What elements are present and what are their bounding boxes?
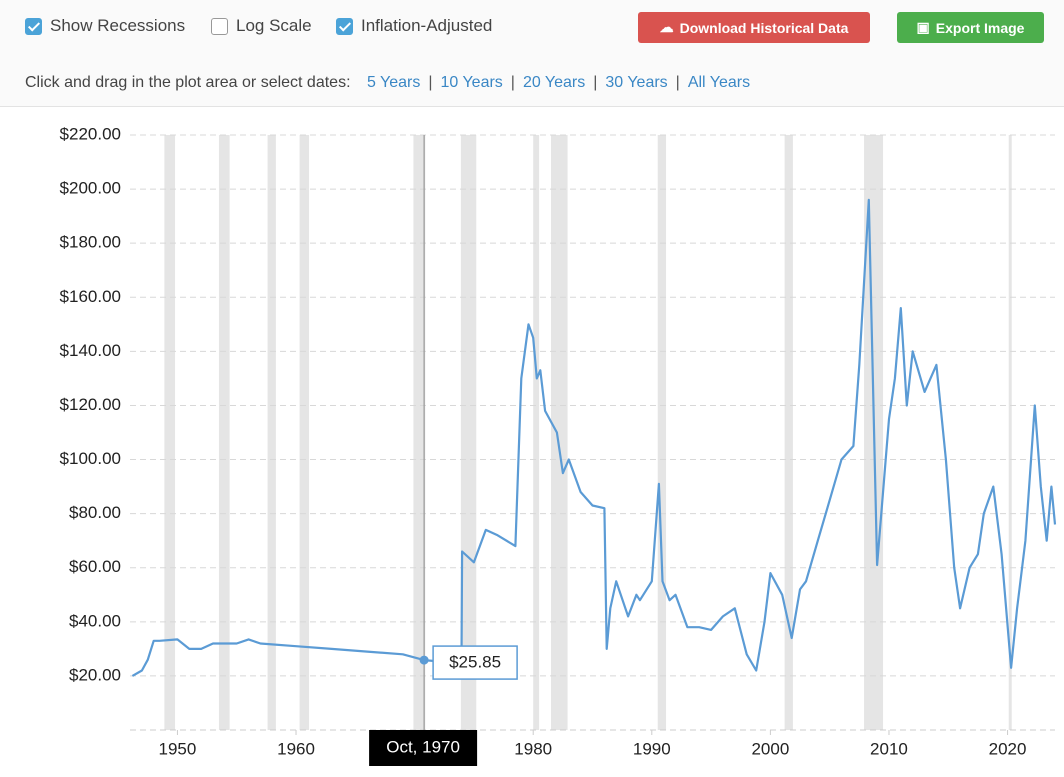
range-link[interactable]: 30 Years xyxy=(605,74,668,91)
x-tick-label: 2010 xyxy=(870,739,908,758)
x-tick-label: 1990 xyxy=(633,739,671,758)
range-link[interactable]: 5 Years xyxy=(366,74,421,91)
separator: | xyxy=(428,74,433,91)
separator: | xyxy=(593,74,598,91)
export-button[interactable]: ▣ Export Image xyxy=(897,12,1044,43)
button-label[interactable]: Download Historical Data xyxy=(679,19,849,36)
separator: | xyxy=(675,74,680,91)
x-tick-label: 2020 xyxy=(989,739,1027,758)
x-tick-label: 1980 xyxy=(514,739,552,758)
recession-band xyxy=(413,135,426,730)
checkbox[interactable]: Inflation-Adjusted xyxy=(336,16,492,36)
range-link[interactable]: 20 Years xyxy=(522,74,586,91)
check[interactable] xyxy=(25,17,42,35)
tooltip-value: $25.85 xyxy=(449,653,501,672)
recession-band xyxy=(1008,135,1012,730)
range-link[interactable]: All Years xyxy=(687,74,751,91)
download-button[interactable]: ☁ Download Historical Data xyxy=(638,12,870,43)
cloud-icon: ☁ xyxy=(659,19,674,35)
recession-band xyxy=(218,135,230,730)
checkbox-label[interactable]: Inflation-Adjusted xyxy=(361,16,493,35)
image-icon: ▣ xyxy=(916,19,930,35)
check[interactable] xyxy=(211,17,228,35)
recession-band xyxy=(299,135,310,730)
y-tick-label: $60.00 xyxy=(69,557,121,576)
range-link[interactable]: 10 Years xyxy=(440,74,503,91)
y-tick-label: $200.00 xyxy=(60,179,121,198)
range-row: Click and drag in the plot area or selec… xyxy=(25,74,750,92)
button-label[interactable]: Export Image xyxy=(935,19,1025,36)
check[interactable] xyxy=(336,17,353,35)
recession-band xyxy=(164,135,176,730)
prompt: Click and drag in the plot area or selec… xyxy=(25,74,351,91)
price-line xyxy=(131,198,1057,677)
tooltip-box xyxy=(432,645,518,680)
checkbox-label[interactable]: Show Recessions xyxy=(50,16,186,35)
y-tick-label: $80.00 xyxy=(69,503,121,522)
y-tick-label: $140.00 xyxy=(60,341,121,360)
hover-dot xyxy=(419,655,429,665)
x-crosshair-label: Oct, 1970 xyxy=(386,737,460,756)
y-tick-label: $40.00 xyxy=(69,611,121,630)
y-tick-label: $20.00 xyxy=(69,665,121,684)
checkbox-label[interactable]: Log Scale xyxy=(236,16,312,35)
recession-band xyxy=(784,135,793,730)
recession-band xyxy=(460,135,477,730)
x-tick-label: 1960 xyxy=(277,739,315,758)
recession-band xyxy=(267,135,276,730)
separator: | xyxy=(510,74,515,91)
checkbox[interactable]: Show Recessions xyxy=(25,16,185,36)
y-tick-label: $180.00 xyxy=(60,233,121,252)
toolbar: Show Recessions Log Scale Inflation-Adju… xyxy=(0,0,1064,107)
checkbox[interactable]: Log Scale xyxy=(211,16,312,36)
y-tick-label: $220.00 xyxy=(60,124,121,143)
recession-band xyxy=(657,135,667,730)
recession-band xyxy=(550,135,568,730)
y-tick-label: $160.00 xyxy=(60,287,121,306)
y-tick-label: $120.00 xyxy=(60,395,121,414)
y-tick-label: $100.00 xyxy=(60,449,121,468)
x-crosshair-label-box xyxy=(369,730,478,766)
x-tick-label: 1950 xyxy=(159,739,197,758)
x-tick-label: 2000 xyxy=(751,739,789,758)
recession-band xyxy=(533,135,540,730)
